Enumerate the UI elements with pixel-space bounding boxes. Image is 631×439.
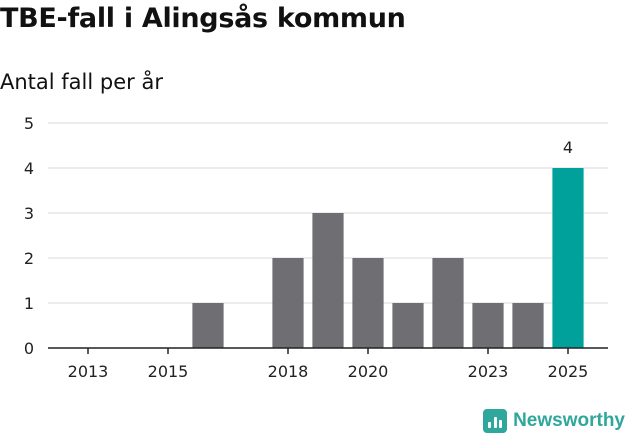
brand-name: Newsworthy <box>513 410 625 431</box>
x-tick-label: 2020 <box>348 362 389 381</box>
bar <box>312 213 344 348</box>
y-tick-label: 4 <box>24 159 34 178</box>
x-tick-label: 2015 <box>148 362 189 381</box>
bar <box>472 303 504 348</box>
y-tick-label: 1 <box>24 294 34 313</box>
bar <box>352 258 384 348</box>
bar <box>512 303 544 348</box>
bar <box>272 258 304 348</box>
x-tick-label: 2023 <box>468 362 509 381</box>
bar <box>552 168 584 348</box>
y-tick-label: 5 <box>24 114 34 133</box>
bar <box>392 303 424 348</box>
brand: Newsworthy <box>483 409 625 433</box>
newsworthy-logo-icon <box>483 409 508 433</box>
y-tick-label: 2 <box>24 249 34 268</box>
bar <box>432 258 464 348</box>
x-tick-label: 2013 <box>68 362 109 381</box>
x-tick-label: 2025 <box>548 362 589 381</box>
chart-subtitle: Antal fall per år <box>0 70 163 94</box>
chart-title: TBE-fall i Alingsås kommun <box>0 3 406 34</box>
bar <box>192 303 224 348</box>
y-tick-label: 0 <box>24 339 34 358</box>
data-label: 4 <box>563 138 573 157</box>
y-tick-label: 3 <box>24 204 34 223</box>
x-tick-label: 2018 <box>268 362 309 381</box>
